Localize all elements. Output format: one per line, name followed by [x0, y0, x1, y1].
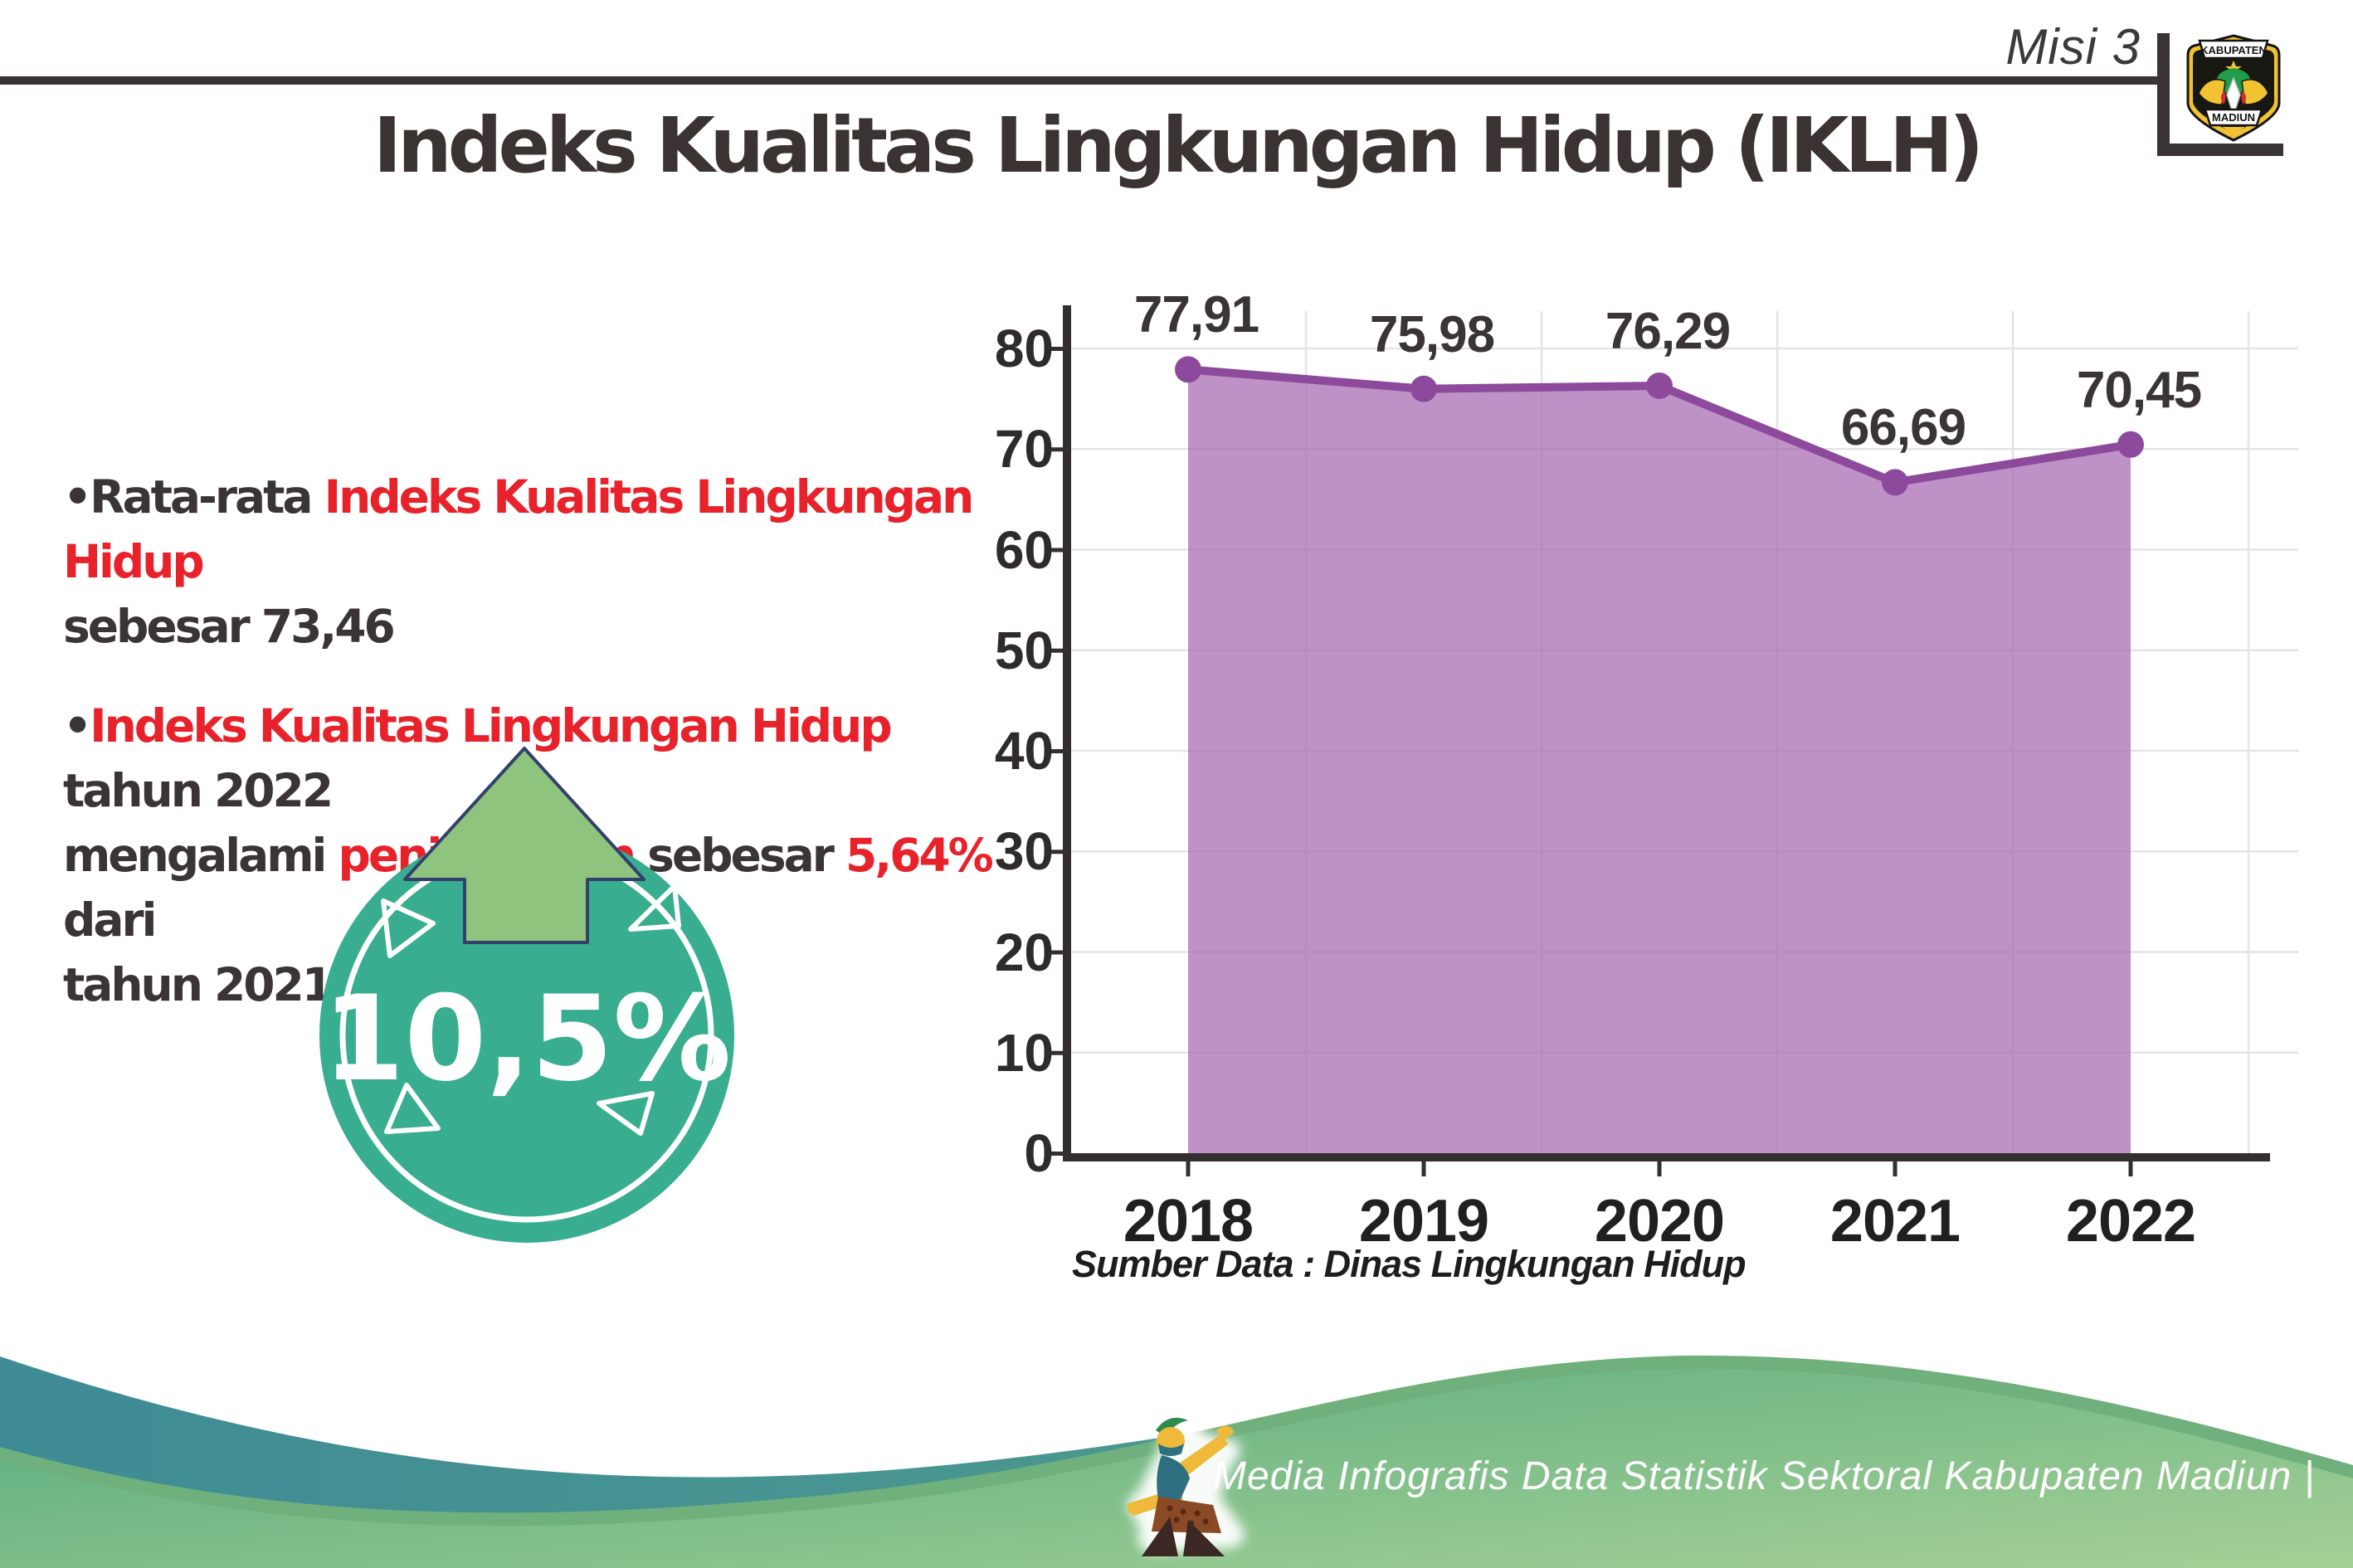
area-fill [1188, 369, 2131, 1153]
y-tick [1047, 548, 1064, 553]
y-tick [1047, 648, 1064, 653]
x-tick [1421, 1161, 1426, 1176]
data-point-label: 75,98 [1369, 305, 1495, 363]
data-point-label: 76,29 [1605, 302, 1731, 360]
x-tick-label: 2020 [1594, 1188, 1725, 1254]
bullet-marker: • [63, 470, 92, 523]
data-point-marker [1646, 372, 1673, 399]
y-tick-label: 70 [994, 419, 1054, 480]
y-tick-label: 20 [994, 922, 1054, 982]
y-tick-label: 80 [994, 319, 1054, 378]
logo-bracket-horizontal [2157, 144, 2283, 156]
y-tick-label: 60 [994, 519, 1054, 580]
data-point-marker [1410, 375, 1437, 402]
y-tick-label: 10 [994, 1022, 1054, 1083]
x-tick-label: 2022 [2065, 1188, 2196, 1254]
header-rule [0, 76, 2159, 85]
y-tick [1047, 950, 1064, 955]
page-title: Indeks Kualitas Lingkungan Hidup (IKLH) [373, 101, 1984, 190]
badge-value: 10,5% [322, 971, 732, 1108]
data-point-label: 77,91 [1133, 286, 1259, 344]
bullet2-text3: sebesar [634, 829, 845, 882]
bullet2-highlight3: 5,64% [845, 829, 994, 882]
x-tick [1893, 1161, 1898, 1176]
x-axis [1063, 1153, 2270, 1161]
bullet2-text1: tahun 2022 [63, 764, 334, 817]
y-tick-label: 40 [994, 721, 1054, 781]
x-tick-label: 2021 [1829, 1188, 1961, 1254]
y-tick [1047, 850, 1064, 855]
x-tick [2128, 1161, 2133, 1176]
increase-badge: 10,5% [307, 737, 747, 1261]
x-tick-label: 2019 [1358, 1188, 1489, 1254]
increase-badge-graphic [319, 747, 734, 1243]
data-point-label: 66,69 [1840, 399, 1966, 457]
y-tick [1047, 749, 1064, 753]
data-point-marker [1175, 356, 1201, 383]
y-tick-label: 0 [1024, 1123, 1054, 1183]
bullet1-highlight: Indeks Kualitas Lingkungan Hidup [63, 470, 974, 588]
chart-source-note: Sumber Data : Dinas Lingkungan Hidup [1072, 1243, 1746, 1285]
logo-bracket-vertical [2157, 33, 2170, 156]
dancer-mascot-icon [1127, 1413, 1245, 1556]
arrow-up-icon [403, 747, 645, 944]
logo-bottom-banner-text: MADIUN [2212, 111, 2255, 124]
y-tick [1047, 1152, 1064, 1156]
y-tick [1047, 347, 1064, 351]
y-tick [1047, 447, 1064, 452]
kabupaten-madiun-logo-icon: KABUPATEN MADIUN [2186, 34, 2281, 142]
bullet2-text2: mengalami [63, 829, 339, 882]
data-point-marker [2117, 431, 2144, 458]
bullet-marker: • [63, 699, 92, 752]
misi-label: Misi 3 [2005, 19, 2141, 75]
y-tick-label: 30 [994, 821, 1054, 882]
bullet1-line2: sebesar 73,46 [63, 600, 396, 653]
badge-triangle-accents [381, 884, 681, 1136]
x-tick [1657, 1161, 1662, 1176]
bullet2-highlight1: Indeks Kualitas Lingkungan Hidup [90, 699, 893, 752]
bullet-average-iklh: •Rata-rata Indeks Kualitas Lingkungan Hi… [63, 465, 1025, 659]
data-point-marker [1882, 469, 1908, 496]
x-tick-label: 2018 [1123, 1188, 1254, 1254]
y-tick-label: 50 [994, 620, 1054, 680]
bullet2-line3: tahun 2021 [63, 958, 334, 1011]
iklh-area-chart: 0 10 20 30 40 50 60 70 80 2018 2019 2020 2021 2022 77,… [979, 290, 2353, 1327]
bullet2-text4: dari [63, 894, 157, 947]
footer-credit: Media Infografis Data Statistik Sektoral… [1213, 1454, 2316, 1498]
y-axis [1063, 305, 1071, 1161]
data-point-label: 70,45 [2076, 361, 2202, 419]
bullet1-text: Rata-rata [90, 470, 324, 523]
x-tick [1186, 1161, 1191, 1176]
y-tick [1047, 1050, 1064, 1055]
logo-top-banner-text: KABUPATEN [2200, 44, 2267, 56]
chart-plot-area [1047, 305, 2298, 1176]
